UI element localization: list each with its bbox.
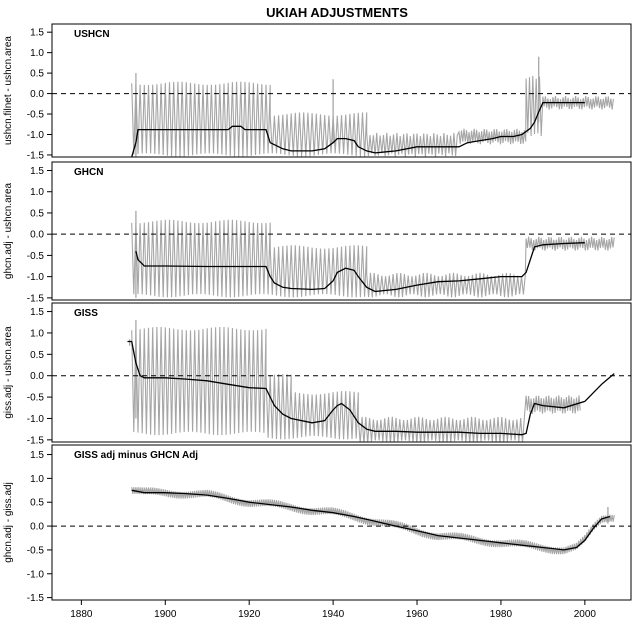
y-tick-label: 1.5 [30, 28, 44, 39]
y-tick-label: -1.5 [27, 435, 45, 446]
panel-label: USHCN [74, 29, 110, 40]
panel-label: GISS [74, 308, 98, 319]
y-tick-label: 1.5 [30, 166, 44, 177]
y-tick-label: 1.0 [30, 328, 44, 339]
x-tick-label: 1900 [154, 609, 177, 620]
x-tick-label: 1980 [490, 609, 513, 620]
smoothed-series [131, 489, 611, 551]
y-tick-label: 1.5 [30, 307, 44, 318]
y-tick-label: 1.0 [30, 187, 44, 198]
y-tick-label: -0.5 [27, 110, 45, 121]
panel-frame [51, 444, 632, 601]
smoothed-series [135, 242, 585, 293]
y-axis-label: ghcn.adj - ushcn.area [3, 182, 14, 279]
y-tick-label: -0.5 [27, 545, 45, 556]
y-tick-label: -1.0 [27, 272, 45, 283]
y-axis-label: ushcn.filnet - ushcn.area [3, 36, 14, 145]
y-tick-label: 0.0 [30, 522, 44, 533]
y-tick-label: 1.0 [30, 48, 44, 59]
panel-1: 1.5 1.0 0.5 0.0 -0.5 -1.0 -1.5 ushcn.filnet - u… [3, 23, 632, 161]
raw-series [131, 326, 581, 442]
y-tick-label: 1.0 [30, 474, 44, 485]
panel-frame [51, 23, 632, 158]
raw-series [131, 75, 614, 157]
x-tick-label: 1960 [406, 609, 429, 620]
panel-2: 1.5 1.0 0.5 0.0 -0.5 -1.0 -1.5 ghcn.adj - ushcn… [3, 161, 632, 304]
y-tick-label: -0.5 [27, 393, 45, 404]
y-tick-label: 0.5 [30, 350, 44, 361]
x-tick-label: 1920 [238, 609, 261, 620]
y-tick-label: -0.5 [27, 251, 45, 262]
y-tick-label: 0.0 [30, 371, 44, 382]
smoothed-series [127, 340, 615, 436]
y-tick-label: -1.5 [27, 150, 45, 161]
y-tick-label: 0.0 [30, 230, 44, 241]
x-tick-label: 1940 [322, 609, 345, 620]
y-axis-label: giss.adj - ushcn.area [3, 326, 14, 419]
y-tick-label: 0.5 [30, 498, 44, 509]
panel-frame [51, 161, 632, 301]
y-tick-label: -1.0 [27, 130, 45, 141]
raw-series [131, 219, 615, 298]
x-axis: 1880 1900 1920 1940 1960 1980 2000 [70, 600, 596, 620]
smoothed-series [131, 101, 585, 157]
panel-label: GHCN [74, 167, 103, 178]
y-tick-label: -1.5 [27, 293, 45, 304]
panel-frame [51, 302, 632, 443]
y-tick-label: 0.5 [30, 208, 44, 219]
y-tick-label: -1.0 [27, 414, 45, 425]
chart-panels: 1.5 1.0 0.5 0.0 -0.5 -1.0 -1.5 ushcn.filnet - u… [3, 23, 632, 604]
chart-title: UKIAH ADJUSTMENTS [266, 5, 408, 20]
x-tick-label: 1880 [70, 609, 93, 620]
y-tick-label: -1.0 [27, 569, 45, 580]
y-axis-label: ghcn.adj - giss.adj [3, 482, 14, 563]
y-tick-label: 0.0 [30, 89, 44, 100]
panel-3: 1.5 1.0 0.5 0.0 -0.5 -1.0 -1.5 giss.adj - ushcn… [3, 302, 632, 446]
panel-label: GISS adj minus GHCN Adj [74, 450, 198, 461]
y-tick-label: -1.5 [27, 593, 45, 604]
y-tick-label: 0.5 [30, 69, 44, 80]
x-tick-label: 2000 [574, 609, 597, 620]
panel-4: 1.5 1.0 0.5 0.0 -0.5 -1.0 -1.5 ghcn.adj - giss.… [3, 444, 632, 604]
y-tick-label: 1.5 [30, 450, 44, 461]
